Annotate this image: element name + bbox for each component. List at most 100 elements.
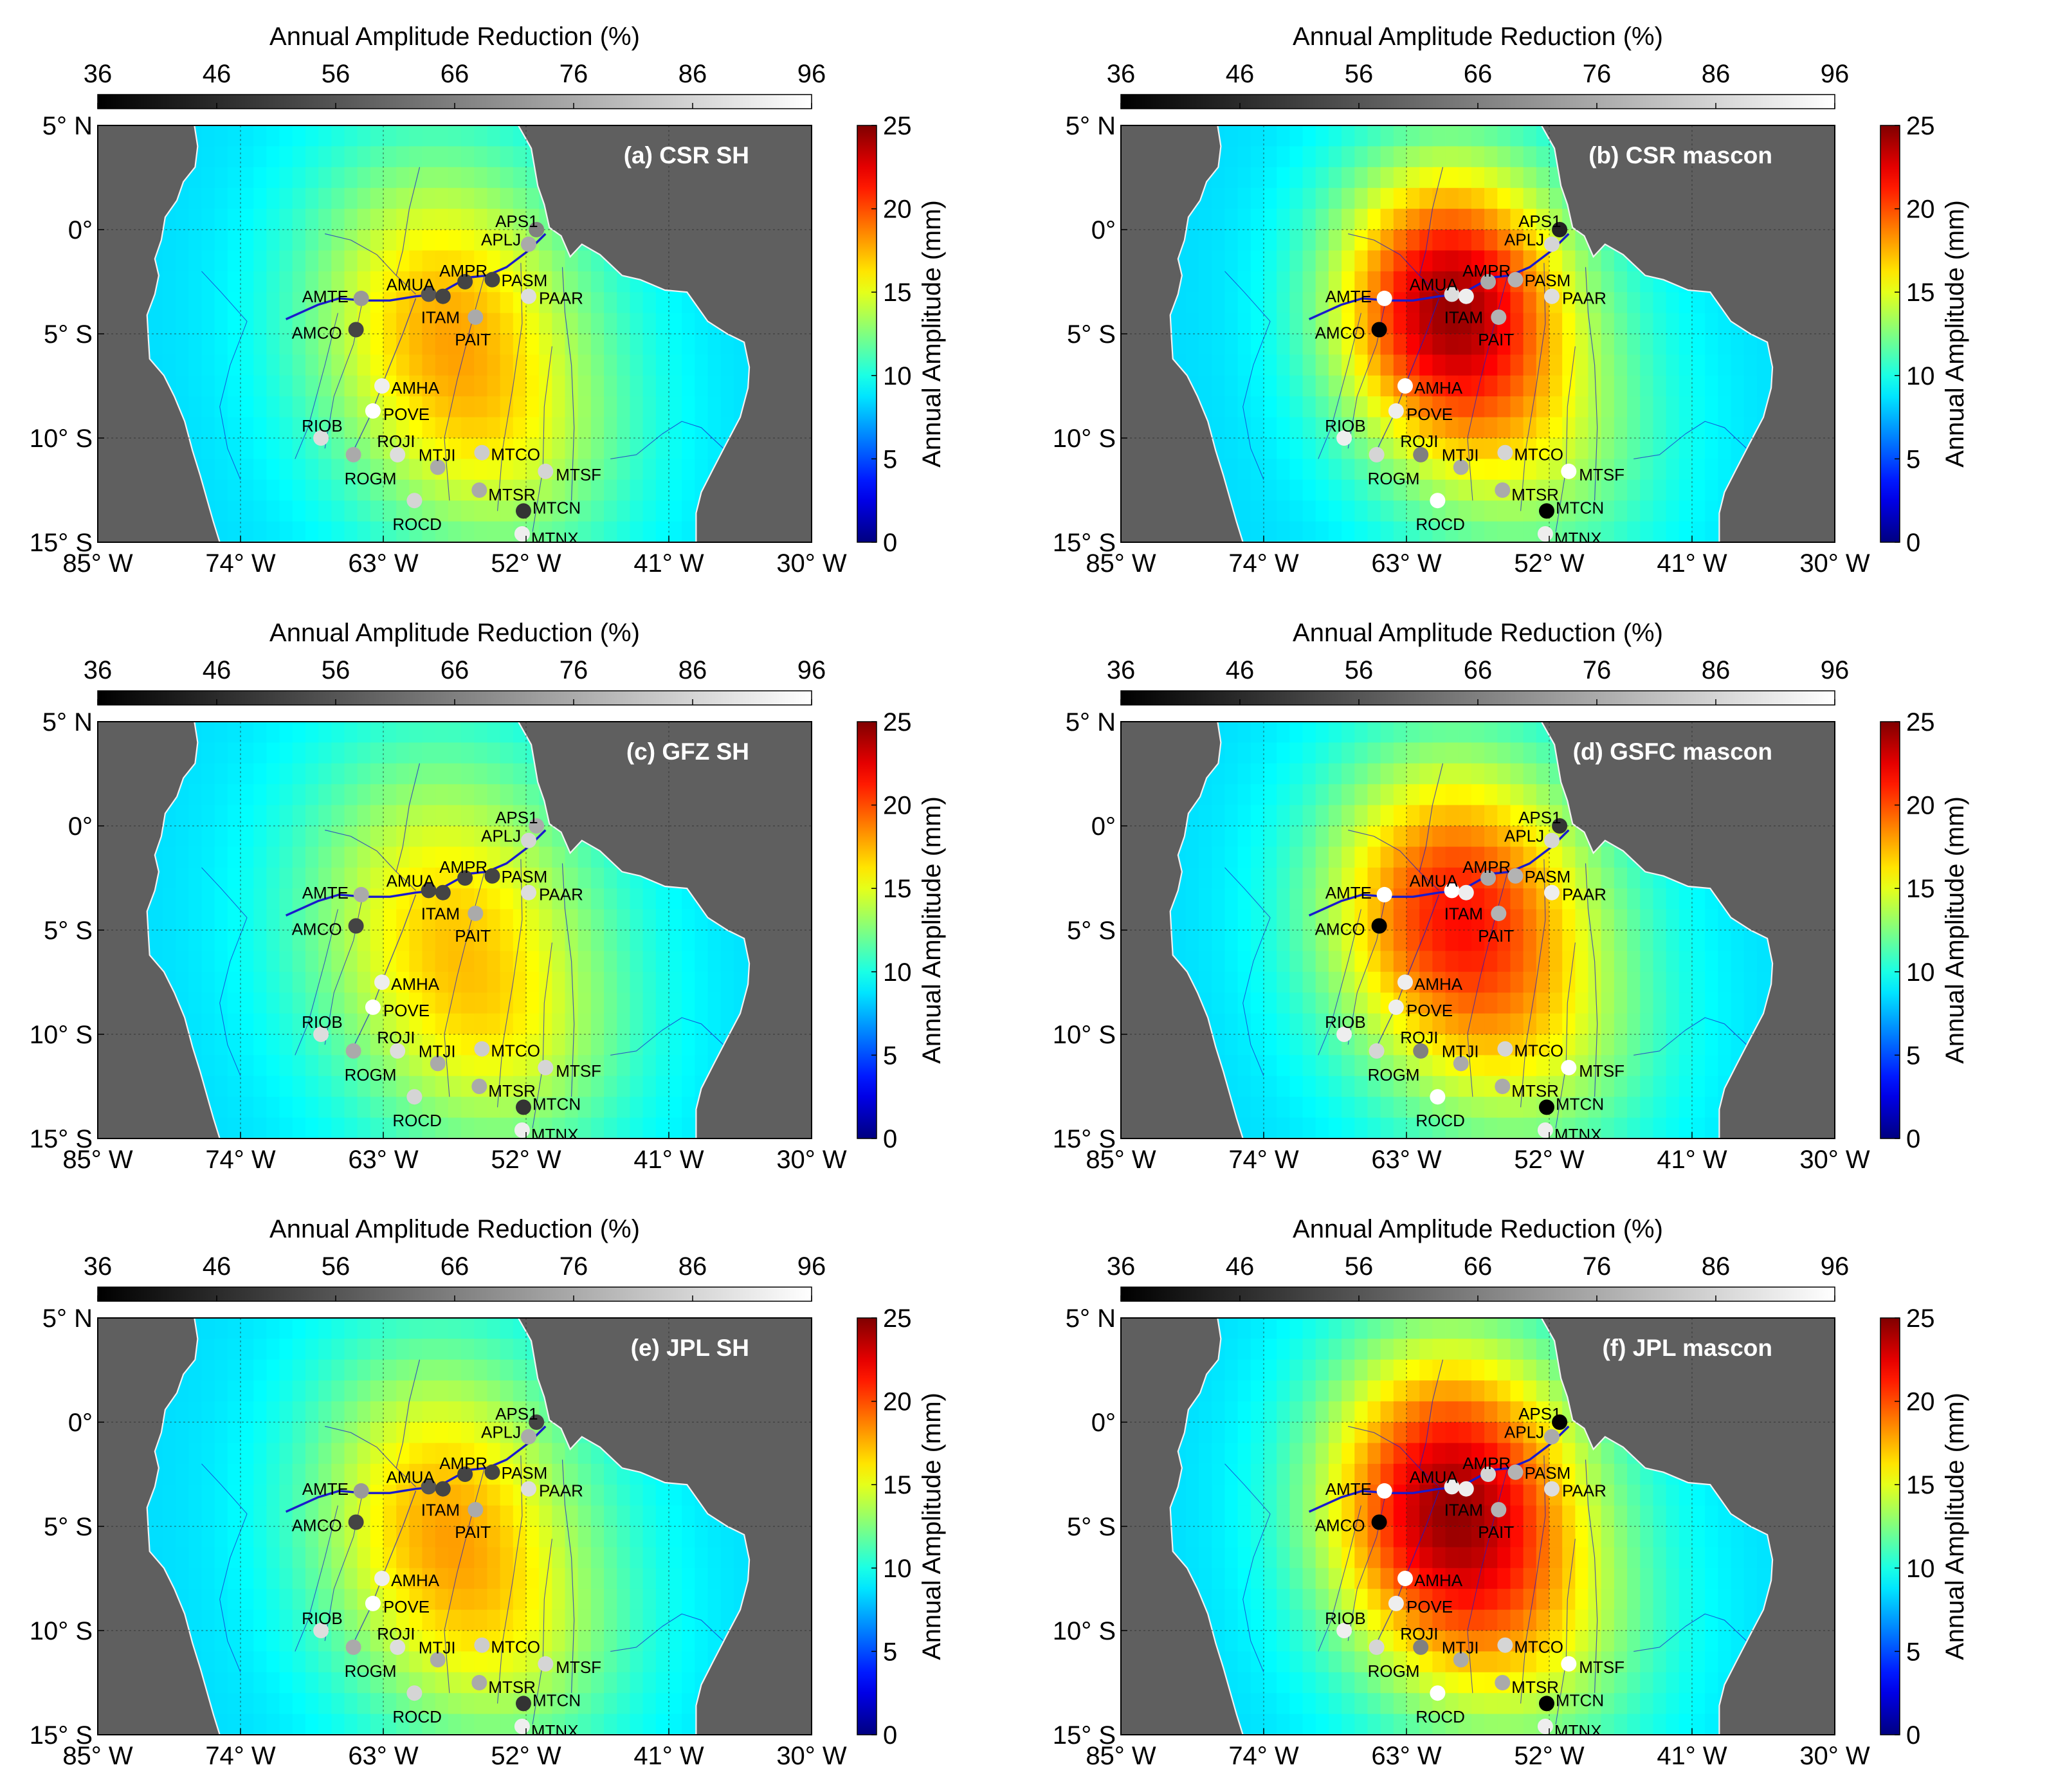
lon-tick-label: 30° W xyxy=(776,1742,847,1770)
station-label: MTJI xyxy=(419,1041,456,1061)
station-label: MTCO xyxy=(1514,445,1563,464)
reduction-tick-label: 66 xyxy=(441,60,469,88)
amplitude-colorbar-label: Annual Amplitude (mm) xyxy=(1941,1393,1969,1660)
station-label: AMPR xyxy=(1462,857,1511,877)
station-label: ITAM xyxy=(1444,308,1483,327)
station-marker xyxy=(1497,1041,1513,1057)
station-marker xyxy=(346,1043,361,1059)
station-label: AMPR xyxy=(1462,261,1511,280)
station-label: ROCD xyxy=(392,1707,442,1726)
reduction-colorbar-title: Annual Amplitude Reduction (%) xyxy=(269,1215,640,1243)
station-label: ITAM xyxy=(1444,1501,1483,1520)
station-label: ROGM xyxy=(345,1661,397,1681)
amplitude-colorbar xyxy=(857,125,877,542)
lat-tick-label: 5° N xyxy=(1066,1304,1116,1333)
reduction-tick-label: 56 xyxy=(1345,656,1374,684)
lon-tick-label: 74° W xyxy=(205,1146,276,1174)
station-label: MTJI xyxy=(1442,445,1479,464)
reduction-colorbar-title: Annual Amplitude Reduction (%) xyxy=(269,619,640,647)
reduction-tick-label: 66 xyxy=(441,656,469,684)
station-marker xyxy=(1491,906,1506,921)
station-label: AMPR xyxy=(1462,1454,1511,1473)
lon-tick-label: 74° W xyxy=(1228,1742,1299,1770)
station-label: PAIT xyxy=(1478,926,1514,946)
station-label: MTSR xyxy=(488,485,536,504)
station-marker xyxy=(406,493,422,508)
station-marker xyxy=(485,272,500,288)
reduction-tick-label: 36 xyxy=(1107,656,1136,684)
station-label: MTJI xyxy=(419,1638,456,1657)
station-label: PAAR xyxy=(539,289,583,308)
station-label: AMHA xyxy=(1414,974,1463,994)
station-marker xyxy=(474,445,489,461)
reduction-tick-label: 46 xyxy=(1226,60,1255,88)
station-marker xyxy=(1497,445,1513,461)
lat-tick-label: 5° N xyxy=(42,708,93,736)
amplitude-tick-label: 5 xyxy=(1906,445,1920,473)
station-marker xyxy=(1538,1122,1553,1138)
station-label: ROGM xyxy=(1368,1661,1420,1681)
station-label: MTCO xyxy=(491,1638,540,1657)
lon-tick-label: 63° W xyxy=(1371,1742,1442,1770)
station-label: PAAR xyxy=(1562,1481,1606,1501)
station-marker xyxy=(485,1465,500,1480)
lon-tick-label: 74° W xyxy=(1228,549,1299,578)
amplitude-colorbar xyxy=(857,722,877,1138)
station-marker xyxy=(346,447,361,462)
station-label: PASM xyxy=(1525,271,1571,290)
reduction-tick-label: 66 xyxy=(1464,60,1493,88)
station-label: PASM xyxy=(1525,867,1571,886)
lon-tick-label: 30° W xyxy=(776,549,847,578)
reduction-tick-label: 86 xyxy=(1702,1252,1731,1281)
station-label: PAAR xyxy=(1562,289,1606,308)
station-marker xyxy=(1459,885,1474,901)
station-label: AMUA xyxy=(387,1467,435,1486)
station-marker xyxy=(1544,1429,1560,1445)
station-label: AMUA xyxy=(1410,871,1459,890)
reduction-colorbar-title: Annual Amplitude Reduction (%) xyxy=(1293,1215,1663,1243)
amplitude-tick-label: 10 xyxy=(883,362,912,390)
reduction-tick-label: 46 xyxy=(203,656,232,684)
amplitude-tick-label: 20 xyxy=(1906,196,1935,224)
station-marker xyxy=(1397,974,1413,990)
station-label: PAAR xyxy=(539,885,583,904)
lat-tick-label: 10° S xyxy=(1053,425,1116,453)
station-label: AMUA xyxy=(387,871,435,890)
station-marker xyxy=(1459,289,1474,304)
reduction-tick-label: 36 xyxy=(1107,60,1136,88)
station-marker xyxy=(435,289,451,304)
station-marker xyxy=(538,464,553,479)
station-marker xyxy=(1544,833,1560,848)
station-marker xyxy=(1497,1638,1513,1653)
station-marker xyxy=(1377,887,1392,902)
station-label: AMCO xyxy=(1315,920,1365,939)
station-marker xyxy=(1538,1719,1553,1734)
station-label: APLJ xyxy=(1504,827,1544,846)
lon-tick-label: 63° W xyxy=(348,1742,419,1770)
station-label: MTNX xyxy=(1554,1125,1602,1144)
amplitude-tick-label: 25 xyxy=(1906,112,1935,140)
lat-tick-label: 5° N xyxy=(1066,112,1116,140)
station-marker xyxy=(1430,1685,1445,1701)
station-marker xyxy=(406,1685,422,1701)
station-label: MTCN xyxy=(532,498,581,517)
lat-tick-label: 0° xyxy=(1091,812,1116,841)
reduction-tick-label: 76 xyxy=(1583,1252,1612,1281)
station-label: AMTE xyxy=(302,1479,349,1499)
station-label: ROGM xyxy=(1368,1065,1420,1084)
lon-tick-label: 52° W xyxy=(491,549,561,578)
amplitude-tick-label: 15 xyxy=(883,1471,912,1499)
station-marker xyxy=(516,1696,531,1711)
station-label: MTSF xyxy=(1579,1061,1624,1081)
station-label: ROJI xyxy=(1400,1624,1438,1643)
lon-tick-label: 63° W xyxy=(348,549,419,578)
station-label: MTCN xyxy=(1556,1690,1604,1710)
amplitude-tick-label: 25 xyxy=(1906,708,1935,736)
